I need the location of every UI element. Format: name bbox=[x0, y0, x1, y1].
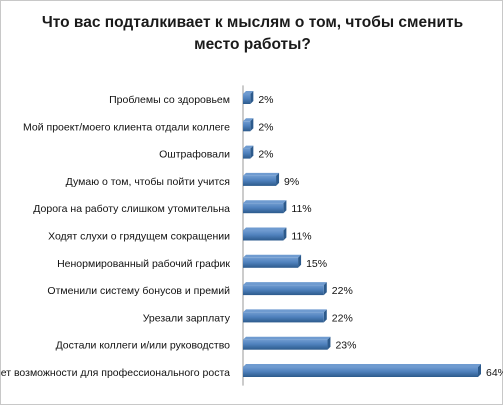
bar-front-face bbox=[243, 230, 284, 241]
bar bbox=[243, 172, 280, 186]
category-label: Урезали зарплату bbox=[143, 312, 231, 324]
bar bbox=[243, 364, 481, 377]
data-label: 22% bbox=[332, 312, 353, 324]
bar-top-face bbox=[243, 172, 280, 176]
category-label: Отменили систему бонусов и премий bbox=[47, 285, 230, 297]
data-label: 2% bbox=[258, 121, 273, 133]
bar bbox=[243, 118, 254, 132]
category-label: Нет возможности для профессионального ро… bbox=[0, 367, 230, 379]
bar bbox=[243, 145, 254, 159]
bar-front-face bbox=[243, 339, 328, 350]
bar-side-face bbox=[327, 336, 331, 350]
bar-side-face bbox=[478, 364, 481, 377]
bar bbox=[243, 200, 287, 214]
bar-side-face bbox=[250, 118, 254, 132]
bar-top-face bbox=[243, 282, 327, 286]
category-label: Достали коллеги и/или руководство bbox=[56, 340, 231, 352]
bar-side-face bbox=[283, 227, 287, 241]
data-label: 22% bbox=[332, 285, 353, 297]
bar-side-face bbox=[250, 145, 254, 159]
bar-side-face bbox=[298, 254, 302, 268]
bar-top-face bbox=[243, 309, 327, 313]
bar-top-face bbox=[243, 118, 254, 122]
bar-front-face bbox=[243, 148, 251, 159]
bar bbox=[243, 91, 254, 104]
bar-front-face bbox=[243, 367, 478, 377]
bar-top-face bbox=[243, 200, 287, 204]
data-label: 64% bbox=[486, 367, 503, 379]
bar-front-face bbox=[243, 285, 324, 296]
bar-side-face bbox=[323, 309, 327, 323]
bar bbox=[243, 254, 302, 268]
bar-top-face bbox=[243, 91, 254, 94]
data-label: 15% bbox=[306, 258, 327, 270]
bar-side-face bbox=[323, 282, 327, 296]
bar-front-face bbox=[243, 121, 251, 132]
data-label: 2% bbox=[258, 149, 273, 161]
bar-front-face bbox=[243, 94, 251, 104]
bars-group bbox=[243, 91, 481, 377]
category-label: Ненормированный рабочий график bbox=[57, 258, 230, 270]
data-label: 9% bbox=[284, 176, 299, 188]
bar-front-face bbox=[243, 312, 324, 323]
value-labels-group: 2% 2% 2% 9% 11% 11% 15% 22% 22% 23% 64% bbox=[258, 94, 503, 379]
bar-front-face bbox=[243, 203, 284, 214]
bar-top-face bbox=[243, 336, 331, 340]
bar-side-face bbox=[283, 200, 287, 214]
data-label: 2% bbox=[258, 94, 273, 106]
bar-top-face bbox=[243, 227, 287, 231]
bar-side-face bbox=[276, 172, 280, 186]
bar-top-face bbox=[243, 254, 302, 258]
bar bbox=[243, 227, 287, 241]
category-label: Ходят слухи о грядущем сокращении bbox=[48, 231, 230, 243]
bar bbox=[243, 282, 327, 296]
category-label: Дорога на работу слишком утомительна bbox=[33, 203, 230, 215]
bar-front-face bbox=[243, 175, 277, 186]
bar-front-face bbox=[243, 257, 299, 268]
category-label: Думаю о том, чтобы пойти учится bbox=[66, 176, 230, 188]
category-label: Проблемы со здоровьем bbox=[109, 94, 230, 106]
data-label: 11% bbox=[291, 203, 311, 215]
bar-side-face bbox=[250, 91, 254, 104]
data-label: 11% bbox=[291, 231, 311, 243]
category-labels-group: Проблемы со здоровьем Мой проект/моего кл… bbox=[0, 94, 231, 379]
category-label: Оштрафовали bbox=[159, 149, 230, 161]
bar-top-face bbox=[243, 145, 254, 149]
bar bbox=[243, 309, 327, 323]
bar bbox=[243, 336, 331, 350]
data-label: 23% bbox=[335, 340, 356, 352]
bar-top-face bbox=[243, 364, 481, 367]
category-label: Мой проект/моего клиента отдали коллеге bbox=[23, 121, 230, 133]
chart-title: Что вас подталкивает к мыслям о том, что… bbox=[41, 14, 464, 53]
